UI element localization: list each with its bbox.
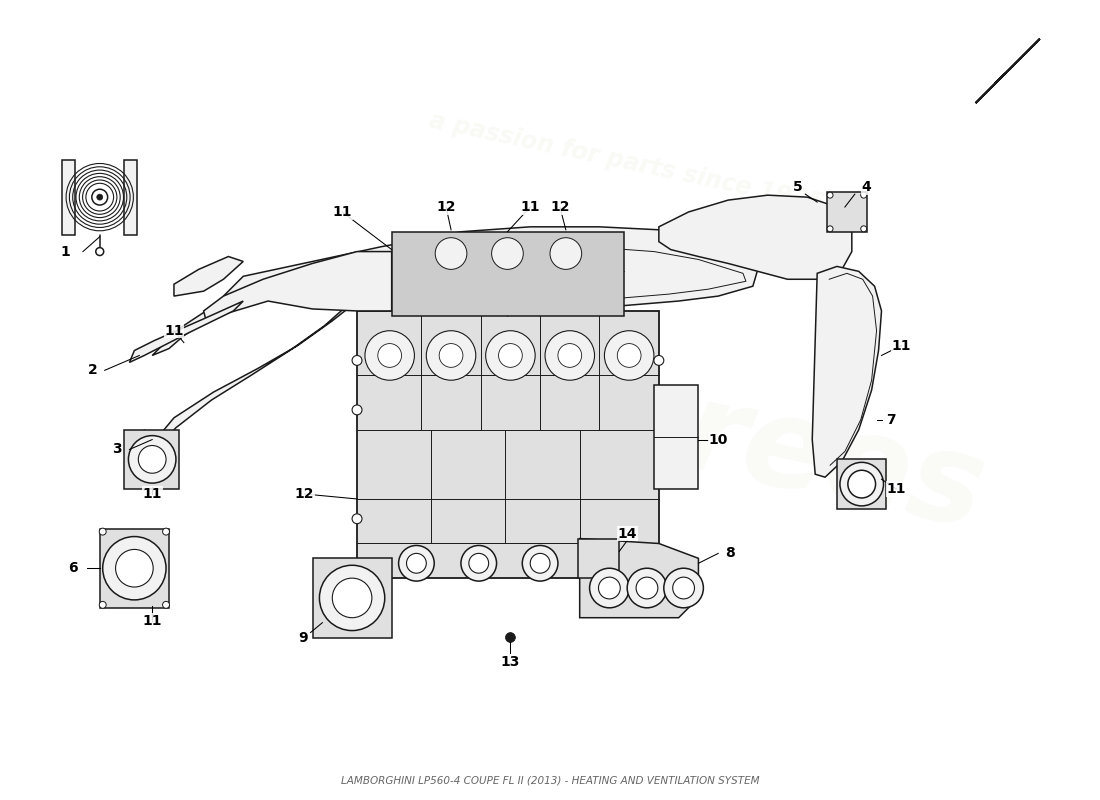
Text: 4: 4 bbox=[861, 180, 871, 194]
Polygon shape bbox=[204, 251, 392, 319]
Circle shape bbox=[398, 546, 434, 581]
Circle shape bbox=[99, 528, 107, 535]
Circle shape bbox=[604, 330, 653, 380]
Text: 8: 8 bbox=[725, 546, 735, 560]
Text: 11: 11 bbox=[142, 614, 162, 628]
Text: 1: 1 bbox=[60, 245, 70, 258]
Polygon shape bbox=[223, 227, 758, 306]
Circle shape bbox=[163, 602, 169, 608]
Circle shape bbox=[550, 238, 582, 270]
Text: 12: 12 bbox=[437, 200, 455, 214]
Text: 11: 11 bbox=[892, 338, 911, 353]
Text: rees: rees bbox=[671, 372, 996, 554]
Circle shape bbox=[827, 192, 833, 198]
Polygon shape bbox=[140, 259, 389, 477]
Text: 14: 14 bbox=[617, 526, 637, 541]
Text: 11: 11 bbox=[142, 487, 162, 501]
Polygon shape bbox=[312, 558, 392, 638]
Circle shape bbox=[102, 537, 166, 600]
Text: 7: 7 bbox=[887, 413, 896, 426]
Polygon shape bbox=[580, 538, 698, 618]
Circle shape bbox=[163, 528, 169, 535]
Circle shape bbox=[91, 190, 108, 205]
Circle shape bbox=[469, 554, 488, 573]
Text: 11: 11 bbox=[332, 205, 352, 219]
Circle shape bbox=[653, 355, 663, 366]
Polygon shape bbox=[837, 459, 887, 509]
Text: 5: 5 bbox=[792, 180, 802, 194]
Circle shape bbox=[352, 405, 362, 415]
Circle shape bbox=[129, 436, 176, 483]
Circle shape bbox=[590, 568, 629, 608]
Circle shape bbox=[377, 343, 402, 367]
Polygon shape bbox=[100, 529, 169, 608]
Polygon shape bbox=[578, 538, 619, 578]
Circle shape bbox=[627, 568, 667, 608]
Polygon shape bbox=[62, 159, 75, 234]
Circle shape bbox=[848, 470, 876, 498]
Polygon shape bbox=[812, 266, 881, 477]
Text: 11: 11 bbox=[520, 200, 540, 214]
Circle shape bbox=[860, 192, 867, 198]
Text: 10: 10 bbox=[708, 433, 728, 446]
Circle shape bbox=[546, 330, 594, 380]
Circle shape bbox=[436, 238, 466, 270]
Circle shape bbox=[96, 248, 103, 255]
Circle shape bbox=[332, 578, 372, 618]
Circle shape bbox=[439, 343, 463, 367]
Text: 12: 12 bbox=[295, 487, 315, 501]
Circle shape bbox=[598, 577, 620, 599]
Text: 6: 6 bbox=[68, 562, 78, 575]
Text: 3: 3 bbox=[112, 442, 121, 457]
Polygon shape bbox=[124, 159, 138, 234]
Circle shape bbox=[860, 226, 867, 232]
Circle shape bbox=[486, 330, 536, 380]
Text: a passion for parts since 1985: a passion for parts since 1985 bbox=[427, 109, 826, 216]
Circle shape bbox=[427, 330, 476, 380]
Circle shape bbox=[827, 226, 833, 232]
Text: 11: 11 bbox=[887, 482, 906, 496]
Text: LAMBORGHINI LP560-4 COUPE FL II (2013) - HEATING AND VENTILATION SYSTEM: LAMBORGHINI LP560-4 COUPE FL II (2013) -… bbox=[341, 776, 759, 786]
Circle shape bbox=[352, 355, 362, 366]
Circle shape bbox=[617, 343, 641, 367]
Circle shape bbox=[492, 238, 524, 270]
Circle shape bbox=[139, 446, 166, 474]
Circle shape bbox=[498, 343, 522, 367]
Polygon shape bbox=[124, 430, 179, 489]
Polygon shape bbox=[392, 232, 624, 316]
Circle shape bbox=[461, 546, 496, 581]
Circle shape bbox=[530, 554, 550, 573]
Circle shape bbox=[319, 566, 385, 630]
Circle shape bbox=[558, 343, 582, 367]
Circle shape bbox=[840, 462, 883, 506]
Circle shape bbox=[99, 602, 107, 608]
Circle shape bbox=[522, 546, 558, 581]
Text: 12: 12 bbox=[550, 200, 570, 214]
Circle shape bbox=[407, 554, 427, 573]
Polygon shape bbox=[358, 311, 659, 578]
Circle shape bbox=[365, 330, 415, 380]
Circle shape bbox=[673, 577, 694, 599]
Circle shape bbox=[352, 514, 362, 524]
Text: 9: 9 bbox=[298, 630, 307, 645]
Text: 13: 13 bbox=[500, 655, 520, 670]
Text: 2: 2 bbox=[88, 363, 98, 378]
Polygon shape bbox=[130, 301, 243, 362]
Polygon shape bbox=[976, 39, 1040, 103]
Circle shape bbox=[506, 633, 516, 642]
Circle shape bbox=[116, 550, 153, 587]
Polygon shape bbox=[659, 195, 851, 279]
Polygon shape bbox=[653, 385, 698, 489]
Circle shape bbox=[636, 577, 658, 599]
Circle shape bbox=[97, 194, 102, 200]
Circle shape bbox=[663, 568, 703, 608]
Polygon shape bbox=[174, 257, 243, 296]
Polygon shape bbox=[827, 192, 867, 232]
Text: 11: 11 bbox=[164, 324, 184, 338]
